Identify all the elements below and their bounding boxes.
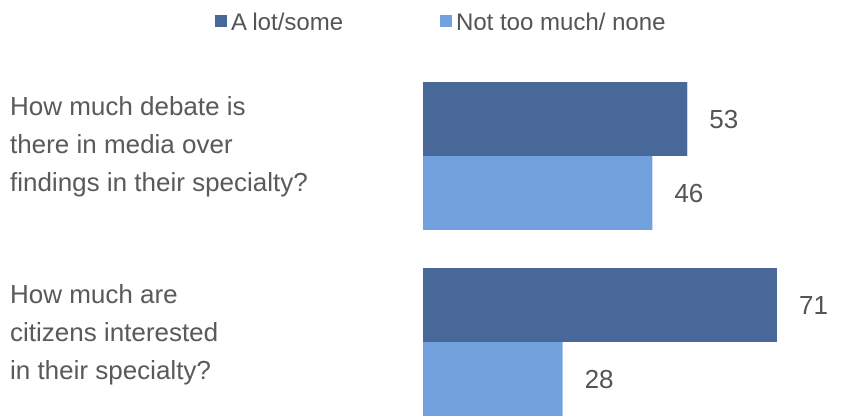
category-2-label-line-2: citizens interested <box>10 317 218 347</box>
category-1-label-line-3: findings in their specialty? <box>10 167 308 197</box>
category-1-label-line-1: How much debate is <box>10 91 246 121</box>
legend: A lot/some Not too much/ none <box>215 9 665 36</box>
bar-category-2-series-1 <box>423 268 777 342</box>
category-1-label-line-2: there in media over <box>10 129 233 159</box>
bars <box>423 82 777 416</box>
value-label-category-2-series-1: 71 <box>799 290 828 320</box>
bar-category-1-series-1 <box>423 82 688 156</box>
legend-label-1: A lot/some <box>231 9 343 36</box>
bar-category-1-series-2 <box>423 156 653 230</box>
category-2-label-line-3: in their specialty? <box>10 355 211 385</box>
category-labels: How much debate is there in media over fin… <box>10 91 308 385</box>
legend-swatch-1 <box>215 15 227 27</box>
bar-category-2-series-2 <box>423 342 563 416</box>
legend-label-2: Not too much/ none <box>456 9 665 36</box>
value-labels: 53 46 71 28 <box>585 104 828 394</box>
value-label-category-2-series-2: 28 <box>585 364 614 394</box>
value-label-category-1-series-2: 46 <box>674 178 703 208</box>
value-label-category-1-series-1: 53 <box>709 104 738 134</box>
legend-swatch-2 <box>440 15 452 27</box>
category-2-label-line-1: How much are <box>10 279 178 309</box>
